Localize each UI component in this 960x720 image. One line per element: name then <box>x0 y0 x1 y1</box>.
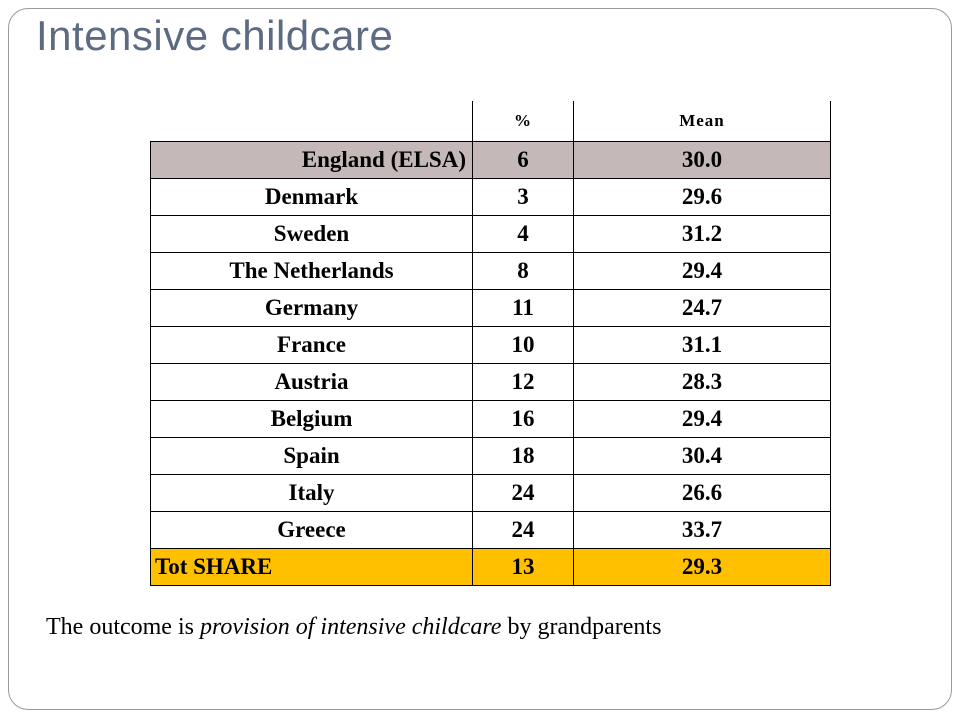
country-cell: Spain <box>150 436 473 475</box>
header-mean: Mean <box>573 101 831 142</box>
percent-cell: 4 <box>472 214 574 253</box>
percent-cell: 24 <box>472 510 574 549</box>
percent-cell: 8 <box>472 251 574 290</box>
mean-cell: 30.0 <box>573 140 831 179</box>
percent-cell: 12 <box>472 362 574 401</box>
mean-cell: 33.7 <box>573 510 831 549</box>
mean-cell: 26.6 <box>573 473 831 512</box>
table-row: Austria 12 28.3 <box>150 362 831 401</box>
country-cell: The Netherlands <box>150 251 473 290</box>
country-cell: England (ELSA) <box>150 140 473 179</box>
percent-cell: 24 <box>472 473 574 512</box>
table-row-total: Tot SHARE 13 29.3 <box>150 547 831 586</box>
mean-cell: 31.1 <box>573 325 831 364</box>
mean-cell: 29.3 <box>573 547 831 586</box>
mean-cell: 29.4 <box>573 251 831 290</box>
table-row: Germany 11 24.7 <box>150 288 831 327</box>
table-row: Greece 24 33.7 <box>150 510 831 549</box>
table-row: France 10 31.1 <box>150 325 831 364</box>
country-cell: Denmark <box>150 177 473 216</box>
footnote-prefix: The outcome is <box>46 614 200 640</box>
country-cell: Belgium <box>150 399 473 438</box>
table-row: Spain 18 30.4 <box>150 436 831 475</box>
table-header-row: % Mean <box>150 101 831 142</box>
percent-cell: 18 <box>472 436 574 475</box>
table-row: Denmark 3 29.6 <box>150 177 831 216</box>
country-cell: Sweden <box>150 214 473 253</box>
data-table: % Mean England (ELSA) 6 30.0 Denmark 3 2… <box>150 101 831 586</box>
header-percent: % <box>472 101 574 142</box>
header-country <box>150 101 473 142</box>
mean-cell: 29.4 <box>573 399 831 438</box>
mean-cell: 31.2 <box>573 214 831 253</box>
mean-cell: 28.3 <box>573 362 831 401</box>
slide-title: Intensive childcare <box>36 12 394 59</box>
percent-cell: 11 <box>472 288 574 327</box>
table-row: Sweden 4 31.2 <box>150 214 831 253</box>
percent-cell: 16 <box>472 399 574 438</box>
mean-cell: 30.4 <box>573 436 831 475</box>
country-cell: Germany <box>150 288 473 327</box>
table-row-england: England (ELSA) 6 30.0 <box>150 140 831 179</box>
footnote: The outcome is provision of intensive ch… <box>46 614 661 641</box>
mean-cell: 24.7 <box>573 288 831 327</box>
country-cell: Tot SHARE <box>150 547 473 586</box>
table-row: The Netherlands 8 29.4 <box>150 251 831 290</box>
footnote-emphasis: provision of intensive childcare <box>199 614 502 640</box>
country-cell: France <box>150 325 473 364</box>
country-cell: Italy <box>150 473 473 512</box>
percent-cell: 10 <box>472 325 574 364</box>
table-row: Italy 24 26.6 <box>150 473 831 512</box>
mean-cell: 29.6 <box>573 177 831 216</box>
footnote-suffix: by grandparents <box>501 614 662 640</box>
country-cell: Austria <box>150 362 473 401</box>
percent-cell: 13 <box>472 547 574 586</box>
table-row: Belgium 16 29.4 <box>150 399 831 438</box>
percent-cell: 3 <box>472 177 574 216</box>
country-cell: Greece <box>150 510 473 549</box>
percent-cell: 6 <box>472 140 574 179</box>
